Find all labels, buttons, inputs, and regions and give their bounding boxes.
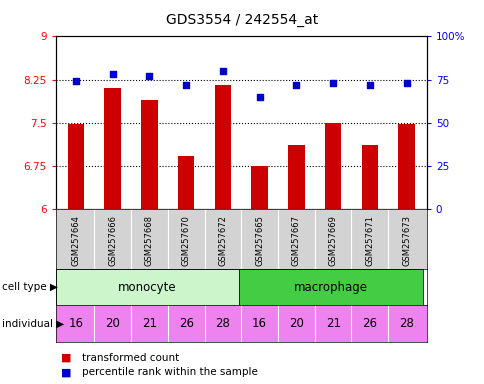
Bar (178, 156, 194, 209)
Point (329, 80, 336, 86)
Text: GSM257669: GSM257669 (328, 215, 337, 266)
Bar (397, 124, 414, 209)
Point (145, 73, 153, 79)
Bar (141, 100, 157, 209)
Text: GSM257665: GSM257665 (255, 215, 264, 266)
Text: GSM257671: GSM257671 (364, 215, 374, 266)
Text: 28: 28 (398, 317, 413, 330)
Text: 20: 20 (105, 317, 120, 330)
Text: GSM257664: GSM257664 (71, 215, 80, 266)
Text: GSM257668: GSM257668 (145, 215, 153, 266)
Bar (361, 145, 378, 209)
Point (292, 82, 300, 88)
Bar (214, 86, 231, 209)
Point (72, 78, 80, 84)
Text: GDS3554 / 242554_at: GDS3554 / 242554_at (166, 13, 318, 27)
Text: GSM257667: GSM257667 (291, 215, 300, 266)
Point (365, 82, 373, 88)
Bar (287, 145, 304, 209)
Point (182, 82, 190, 88)
Text: monocyte: monocyte (118, 281, 177, 293)
Text: GSM257670: GSM257670 (182, 215, 190, 266)
Text: 26: 26 (362, 317, 377, 330)
Text: GSM257672: GSM257672 (218, 215, 227, 266)
Bar (239, 269, 422, 305)
Point (108, 71, 116, 78)
Text: ■: ■ (60, 353, 71, 363)
Text: 16: 16 (252, 317, 267, 330)
Text: 21: 21 (325, 317, 340, 330)
Bar (251, 166, 267, 209)
Text: cell type ▶: cell type ▶ (2, 282, 58, 292)
Bar (104, 88, 121, 209)
Text: GSM257673: GSM257673 (401, 215, 410, 266)
Bar (324, 123, 341, 209)
Text: individual ▶: individual ▶ (2, 318, 64, 329)
Point (402, 80, 409, 86)
Text: 26: 26 (178, 317, 193, 330)
Text: 28: 28 (215, 317, 230, 330)
Bar (56, 269, 239, 305)
Point (219, 68, 227, 74)
Text: GSM257666: GSM257666 (108, 215, 117, 266)
Text: 20: 20 (288, 317, 303, 330)
Text: 16: 16 (68, 317, 83, 330)
Bar (68, 124, 84, 209)
Text: transformed count: transformed count (82, 353, 180, 363)
Text: percentile rank within the sample: percentile rank within the sample (82, 367, 258, 377)
Text: 21: 21 (142, 317, 157, 330)
Text: macrophage: macrophage (294, 281, 367, 293)
Point (255, 94, 263, 100)
Text: ■: ■ (60, 367, 71, 377)
